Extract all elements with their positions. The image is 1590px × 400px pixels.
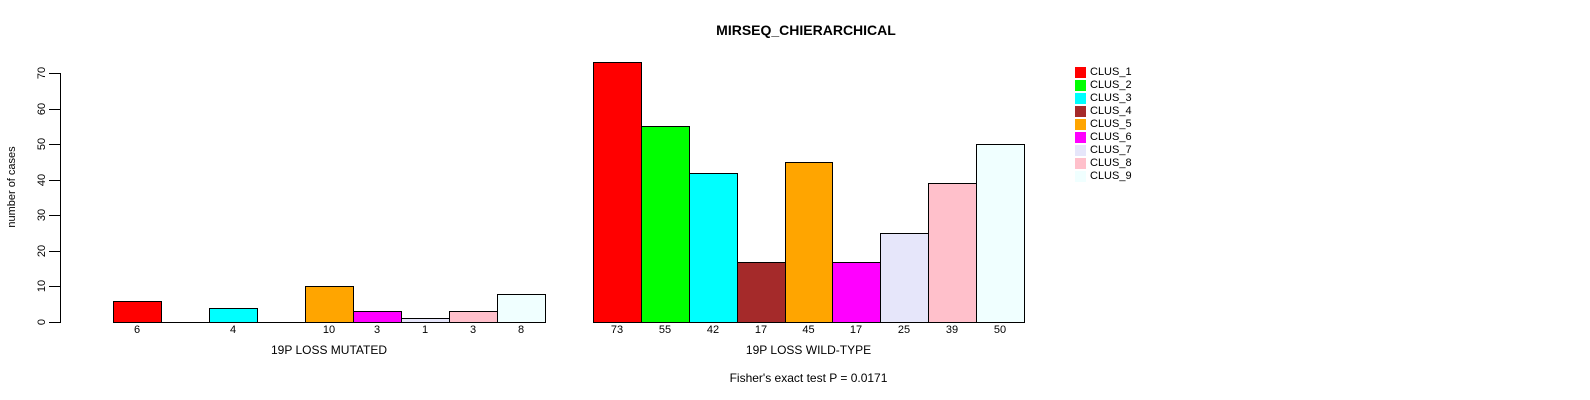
legend-label-clus_2: CLUS_2 (1090, 79, 1132, 91)
legend-label-clus_1: CLUS_1 (1090, 66, 1132, 78)
y-tick-label: 60 (36, 102, 48, 116)
bar-clus_1 (593, 62, 642, 323)
y-tick (49, 180, 60, 181)
y-tick-label: 30 (36, 208, 48, 222)
legend-swatch-clus_3 (1075, 93, 1086, 104)
legend-label-clus_5: CLUS_5 (1090, 118, 1132, 130)
legend-label-clus_6: CLUS_6 (1090, 131, 1132, 143)
legend-swatch-clus_2 (1075, 80, 1086, 91)
y-tick-label: 20 (36, 244, 48, 258)
y-tick (49, 322, 60, 323)
y-tick-label: 0 (36, 318, 48, 326)
bar-value-label: 73 (610, 324, 624, 336)
y-tick-label: 10 (36, 279, 48, 293)
y-tick-label: 40 (36, 173, 48, 187)
y-tick (49, 73, 60, 74)
bar-value-label: 17 (754, 324, 768, 336)
bar-clus_8 (449, 311, 498, 323)
bar-value-label: 3 (469, 324, 477, 336)
bar-value-label: 6 (133, 324, 141, 336)
bar-clus_5 (305, 286, 354, 323)
y-tick (49, 215, 60, 216)
bar-clus_9 (497, 294, 546, 323)
y-tick (49, 286, 60, 287)
legend-swatch-clus_8 (1075, 158, 1086, 169)
bar-clus_7 (880, 233, 929, 323)
bar-clus_6 (353, 311, 402, 323)
y-tick (49, 109, 60, 110)
bar-value-label: 39 (945, 324, 959, 336)
x-axis-group-label: 19P LOSS WILD-TYPE (745, 343, 872, 357)
y-tick (49, 144, 60, 145)
legend-swatch-clus_6 (1075, 132, 1086, 143)
legend-label-clus_3: CLUS_3 (1090, 92, 1132, 104)
bar-clus_2 (641, 126, 690, 323)
y-tick-label: 70 (36, 66, 48, 80)
legend-label-clus_8: CLUS_8 (1090, 157, 1132, 169)
bar-clus_6 (832, 262, 881, 323)
bar-clus_4 (737, 262, 786, 323)
legend-swatch-clus_4 (1075, 106, 1086, 117)
legend-label-clus_7: CLUS_7 (1090, 144, 1132, 156)
legend-swatch-clus_9 (1075, 171, 1086, 182)
bar-clus_9 (976, 144, 1025, 323)
bar-value-label: 55 (658, 324, 672, 336)
bar-clus_3 (689, 173, 738, 323)
legend-swatch-clus_1 (1075, 67, 1086, 78)
fisher-test-annotation: Fisher's exact test P = 0.0171 (729, 371, 888, 385)
bar-value-label: 1 (421, 324, 429, 336)
legend-label-clus_9: CLUS_9 (1090, 170, 1132, 182)
legend-label-clus_4: CLUS_4 (1090, 105, 1132, 117)
y-tick-label: 50 (36, 137, 48, 151)
bar-clus_7 (401, 318, 450, 323)
bar-value-label: 10 (322, 324, 336, 336)
y-tick (49, 251, 60, 252)
chart-title: MIRSEQ_CHIERARCHICAL (716, 22, 896, 38)
bar-value-label: 45 (802, 324, 815, 336)
bar-value-label: 8 (517, 324, 525, 336)
bar-value-label: 17 (849, 324, 863, 336)
bar-clus_8 (928, 183, 977, 323)
bar-value-label: 3 (373, 324, 381, 336)
bar-value-label: 42 (706, 324, 720, 336)
y-axis-line (60, 73, 61, 323)
bar-clus_1 (113, 301, 162, 323)
legend-swatch-clus_7 (1075, 145, 1086, 156)
bar-clus_3 (209, 308, 258, 323)
x-axis-group-label: 19P LOSS MUTATED (270, 343, 388, 357)
bar-value-label: 25 (897, 324, 911, 336)
bar-value-label: 50 (993, 324, 1007, 336)
bar-value-label: 4 (229, 324, 237, 336)
legend-swatch-clus_5 (1075, 119, 1086, 130)
bar-clus_5 (785, 162, 833, 323)
